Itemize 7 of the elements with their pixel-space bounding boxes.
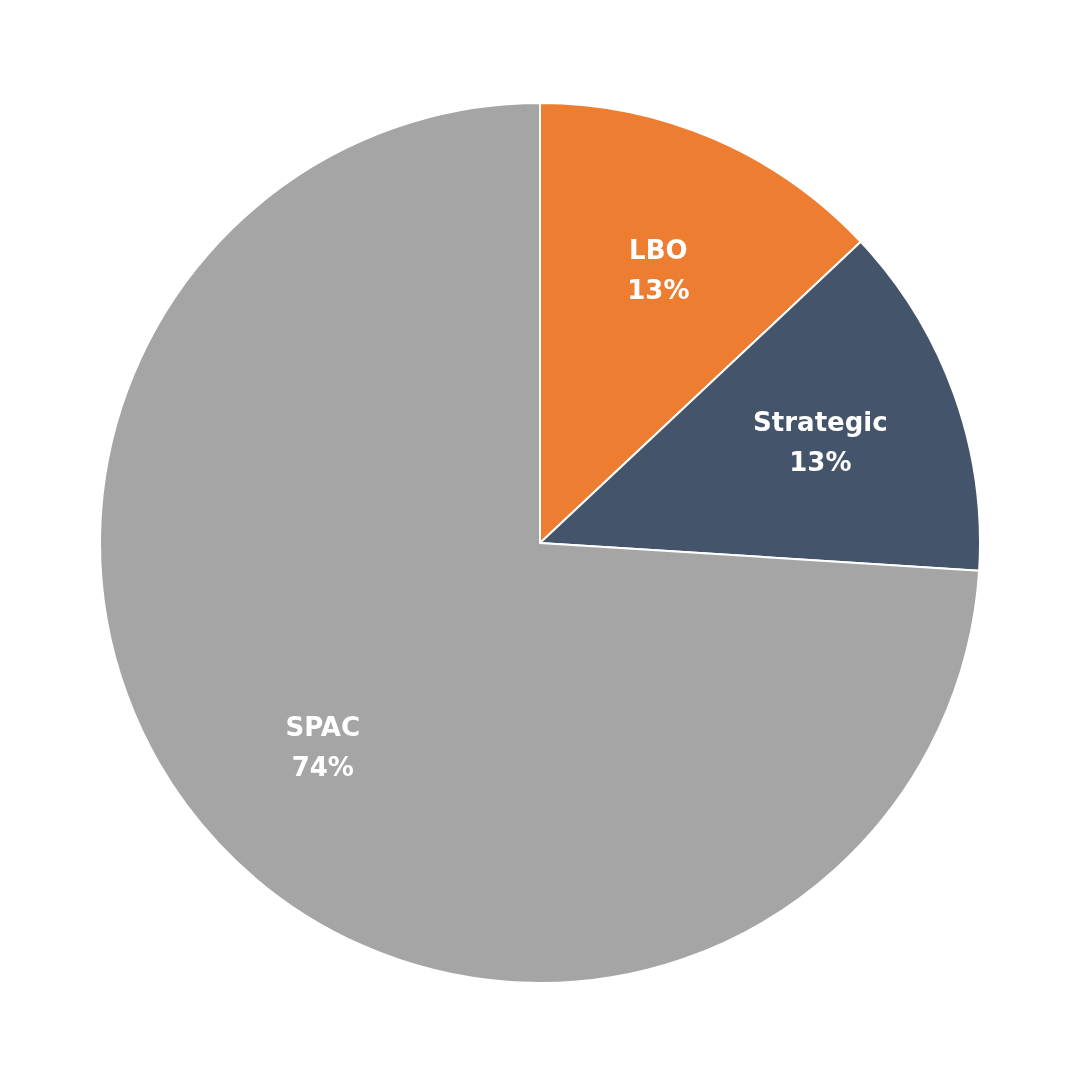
slice-label: SPAC (285, 712, 361, 742)
slice-label: LBO (629, 234, 688, 265)
data-label: 13% (789, 447, 852, 478)
slice-label: Strategic (753, 407, 888, 438)
pie-slice (99, 102, 981, 984)
data-label: 13% (627, 274, 690, 305)
data-label: 74% (291, 752, 354, 782)
